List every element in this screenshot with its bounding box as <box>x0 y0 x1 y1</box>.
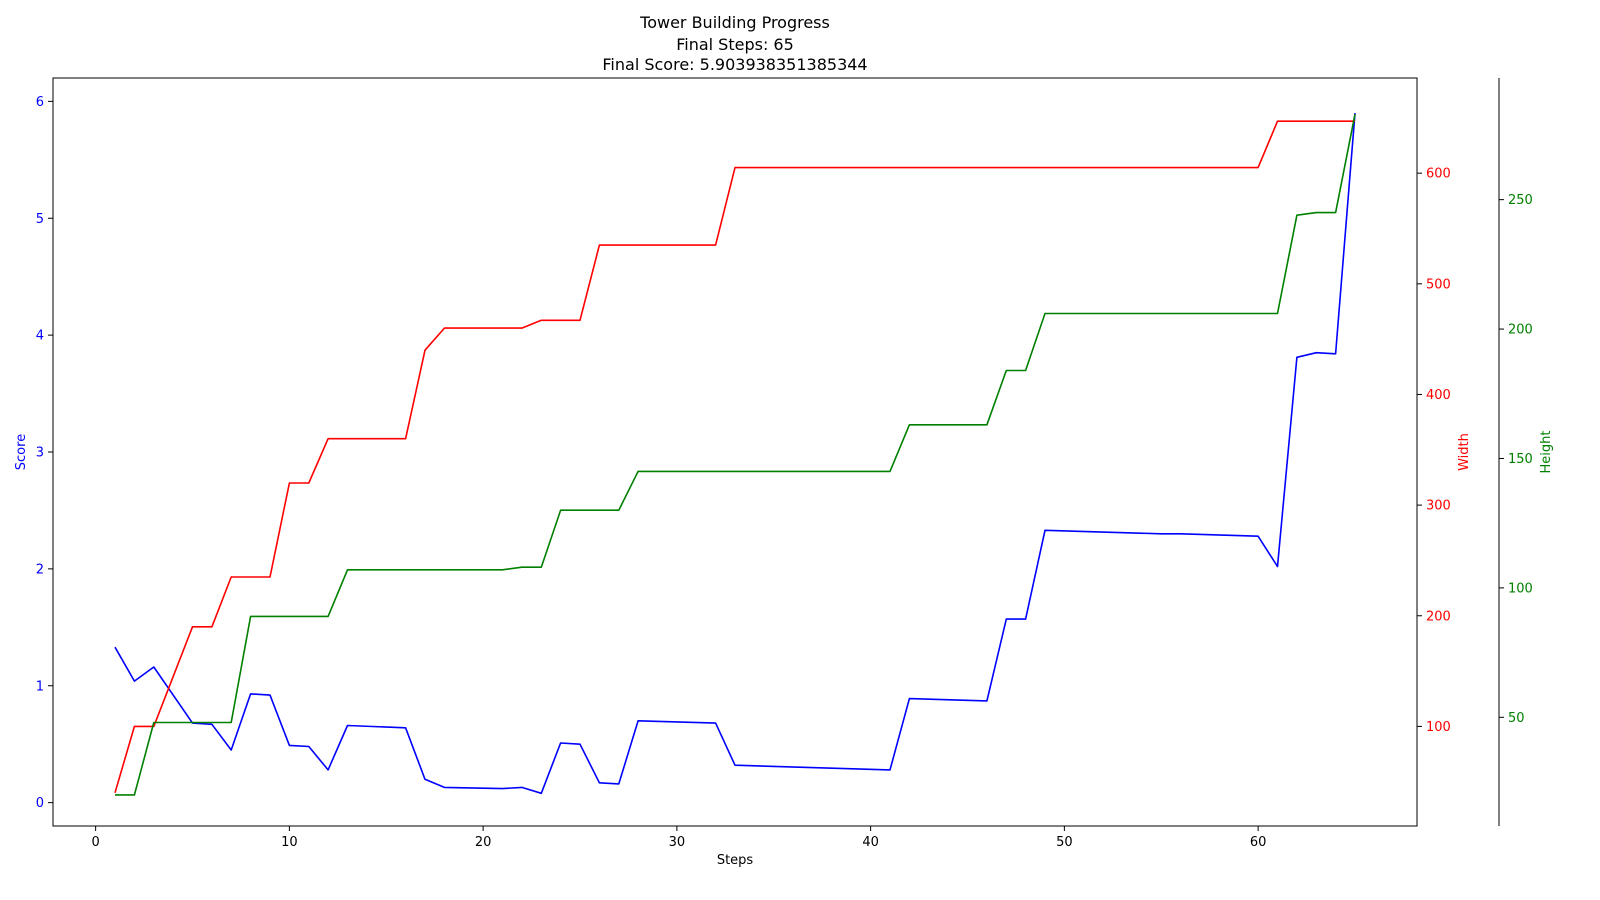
score-tick-label-5: 5 <box>36 212 44 227</box>
width-axis-label: Width <box>1457 433 1472 471</box>
score-tick-label-6: 6 <box>36 95 44 110</box>
score-tick-label-4: 4 <box>36 329 44 344</box>
x-tick-label-10: 10 <box>281 835 298 850</box>
chart-title-line-2: Final Steps: 65 <box>676 35 794 54</box>
x-tick-label-60: 60 <box>1250 835 1267 850</box>
height-tick-label-50: 50 <box>1508 711 1525 726</box>
x-tick-label-0: 0 <box>91 835 99 850</box>
x-tick-label-50: 50 <box>1056 835 1073 850</box>
x-axis-label: Steps <box>717 853 754 868</box>
axes-layer: 0 10 20 30 40 50 600123456Score100200300400500… <box>14 78 1554 850</box>
width-series-line <box>114 120 1355 794</box>
x-tick-label-40: 40 <box>862 835 879 850</box>
width-tick-label-300: 300 <box>1426 499 1451 514</box>
series-layer <box>114 113 1356 796</box>
x-tick-label-20: 20 <box>475 835 492 850</box>
score-tick-label-2: 2 <box>36 562 44 577</box>
score-tick-label-0: 0 <box>36 796 44 811</box>
height-tick-label-250: 250 <box>1508 193 1533 208</box>
height-tick-label-100: 100 <box>1508 581 1533 596</box>
width-tick-label-200: 200 <box>1426 609 1451 624</box>
plot-frame <box>52 77 1418 827</box>
height-axis-label: Height <box>1539 431 1554 474</box>
width-tick-label-600: 600 <box>1426 167 1451 182</box>
score-series-line <box>114 113 1356 795</box>
chart-title-line-3: Final Score: 5.903938351385344 <box>602 55 867 74</box>
width-tick-label-500: 500 <box>1426 277 1451 292</box>
height-tick-label-150: 150 <box>1508 452 1533 467</box>
x-tick-label-30: 30 <box>669 835 686 850</box>
width-tick-label-400: 400 <box>1426 388 1451 403</box>
score-tick-label-1: 1 <box>36 679 44 694</box>
score-tick-label-3: 3 <box>36 446 44 461</box>
chart-title-line-1: Tower Building Progress <box>639 13 830 32</box>
chart-title: Tower Building Progress Final Steps: 65 … <box>602 13 867 74</box>
score-axis-label: Score <box>14 434 29 470</box>
height-tick-label-200: 200 <box>1508 323 1533 338</box>
height-series-line <box>115 114 1356 796</box>
width-tick-label-100: 100 <box>1426 720 1451 735</box>
